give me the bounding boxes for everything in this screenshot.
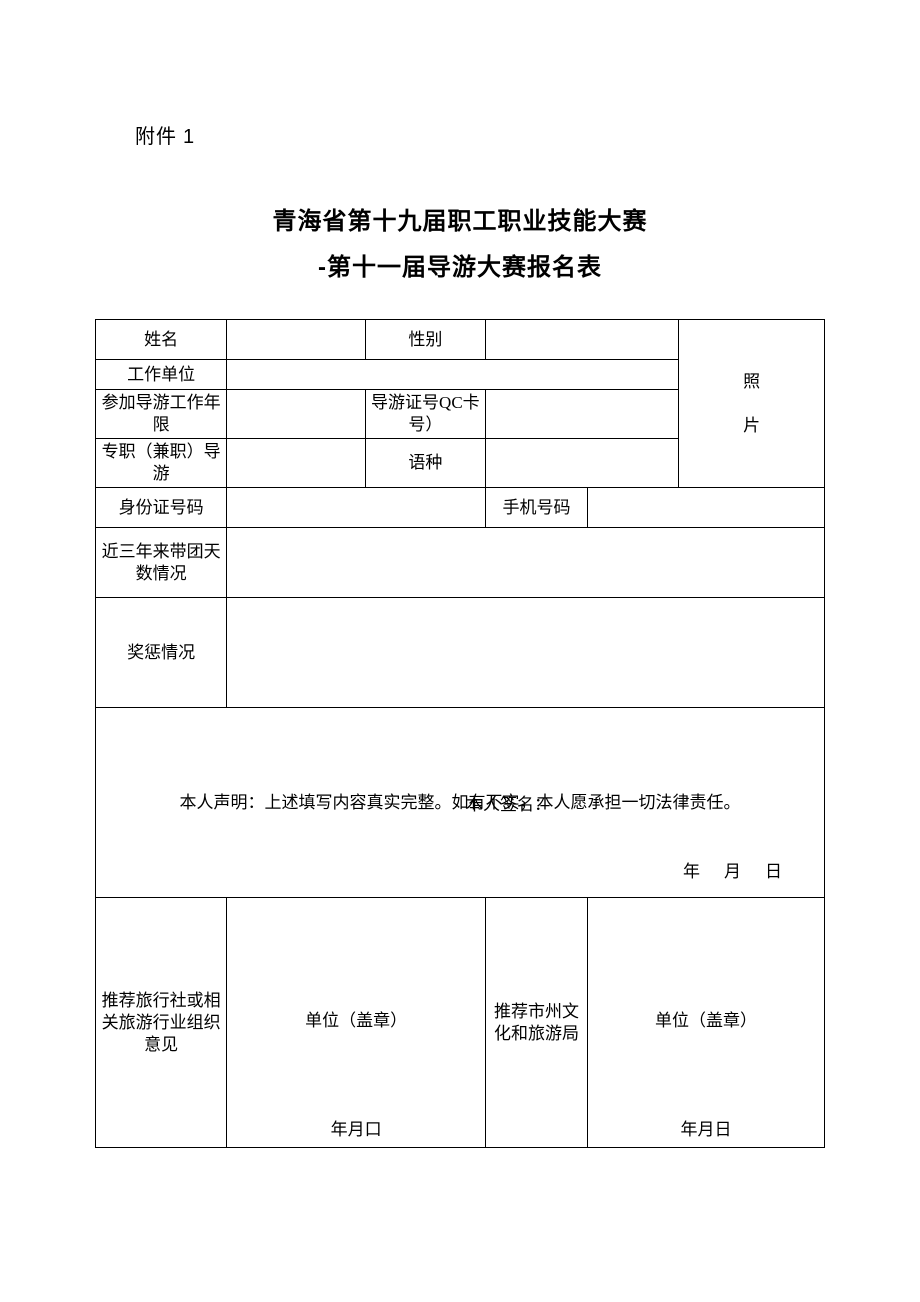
value-reward[interactable] [227,598,825,708]
title-line-1: 青海省第十九届职工职业技能大赛 [95,199,825,245]
stamp-label-2: 单位（盖章） [588,1009,824,1031]
rec-date-1: 年月口 [227,1119,485,1141]
value-gender[interactable] [486,320,679,360]
value-work-unit[interactable] [227,360,679,390]
title-block: 青海省第十九届职工职业技能大赛 -第十一届导游大赛报名表 [95,199,825,291]
registration-form-table: 姓名 性别 照 片 工作单位 参加导游工作年限 导游证号QC卡号） 专职（兼职）… [95,319,825,1148]
declaration-row: 本人声明：上述填写内容真实完整。如有不实，本人愿承担一切法律责任。 本人签名： … [96,708,825,898]
label-rec-agency: 推荐旅行社或相关旅游行业组织意见 [96,898,227,1148]
value-name[interactable] [227,320,366,360]
value-full-part[interactable] [227,439,366,488]
label-work-unit: 工作单位 [96,360,227,390]
value-group-days[interactable] [227,528,825,598]
decl-year: 年 [683,862,700,881]
label-reward: 奖惩情况 [96,598,227,708]
label-gender: 性别 [365,320,485,360]
decl-day: 日 [765,862,782,881]
rec-agency-stamp-cell: 单位（盖章） 年月口 [227,898,486,1148]
value-work-years[interactable] [227,390,366,439]
label-phone: 手机号码 [486,488,588,528]
label-full-part: 专职（兼职）导游 [96,439,227,488]
table-row: 身份证号码 手机号码 [96,488,825,528]
label-name: 姓名 [96,320,227,360]
value-guide-cert[interactable] [486,390,679,439]
rec-date-2: 年月日 [588,1119,824,1141]
attachment-number: 1 [183,126,195,148]
table-row: 姓名 性别 照 片 [96,320,825,360]
photo-label-1: 照 [743,372,760,391]
value-phone[interactable] [588,488,825,528]
attachment-label: 附件 1 [135,120,825,149]
table-row: 奖惩情况 [96,598,825,708]
rec-bureau-stamp-cell: 单位（盖章） 年月日 [588,898,825,1148]
label-guide-cert: 导游证号QC卡号） [365,390,485,439]
signature-label: 本人签名： [466,794,551,816]
label-group-days: 近三年来带团天数情况 [96,528,227,598]
declaration-date: 年月日 [659,861,782,883]
label-rec-bureau: 推荐市州文化和旅游局 [486,898,588,1148]
table-row: 近三年来带团天数情况 [96,528,825,598]
decl-month: 月 [724,862,741,881]
title-line-2: -第十一届导游大赛报名表 [95,245,825,291]
attachment-text: 附件 [135,126,177,148]
recommendation-row: 推荐旅行社或相关旅游行业组织意见 单位（盖章） 年月口 推荐市州文化和旅游局 单… [96,898,825,1148]
value-id-number[interactable] [227,488,486,528]
photo-label-2: 片 [743,416,760,435]
label-language: 语种 [365,439,485,488]
declaration-text: 本人声明：上述填写内容真实完整。如有不实，本人愿承担一切法律责任。 [100,790,820,816]
value-language[interactable] [486,439,679,488]
declaration-cell: 本人声明：上述填写内容真实完整。如有不实，本人愿承担一切法律责任。 本人签名： … [96,708,825,898]
label-work-years: 参加导游工作年限 [96,390,227,439]
label-id-number: 身份证号码 [96,488,227,528]
photo-cell: 照 片 [679,320,825,488]
stamp-label-1: 单位（盖章） [227,1009,485,1031]
